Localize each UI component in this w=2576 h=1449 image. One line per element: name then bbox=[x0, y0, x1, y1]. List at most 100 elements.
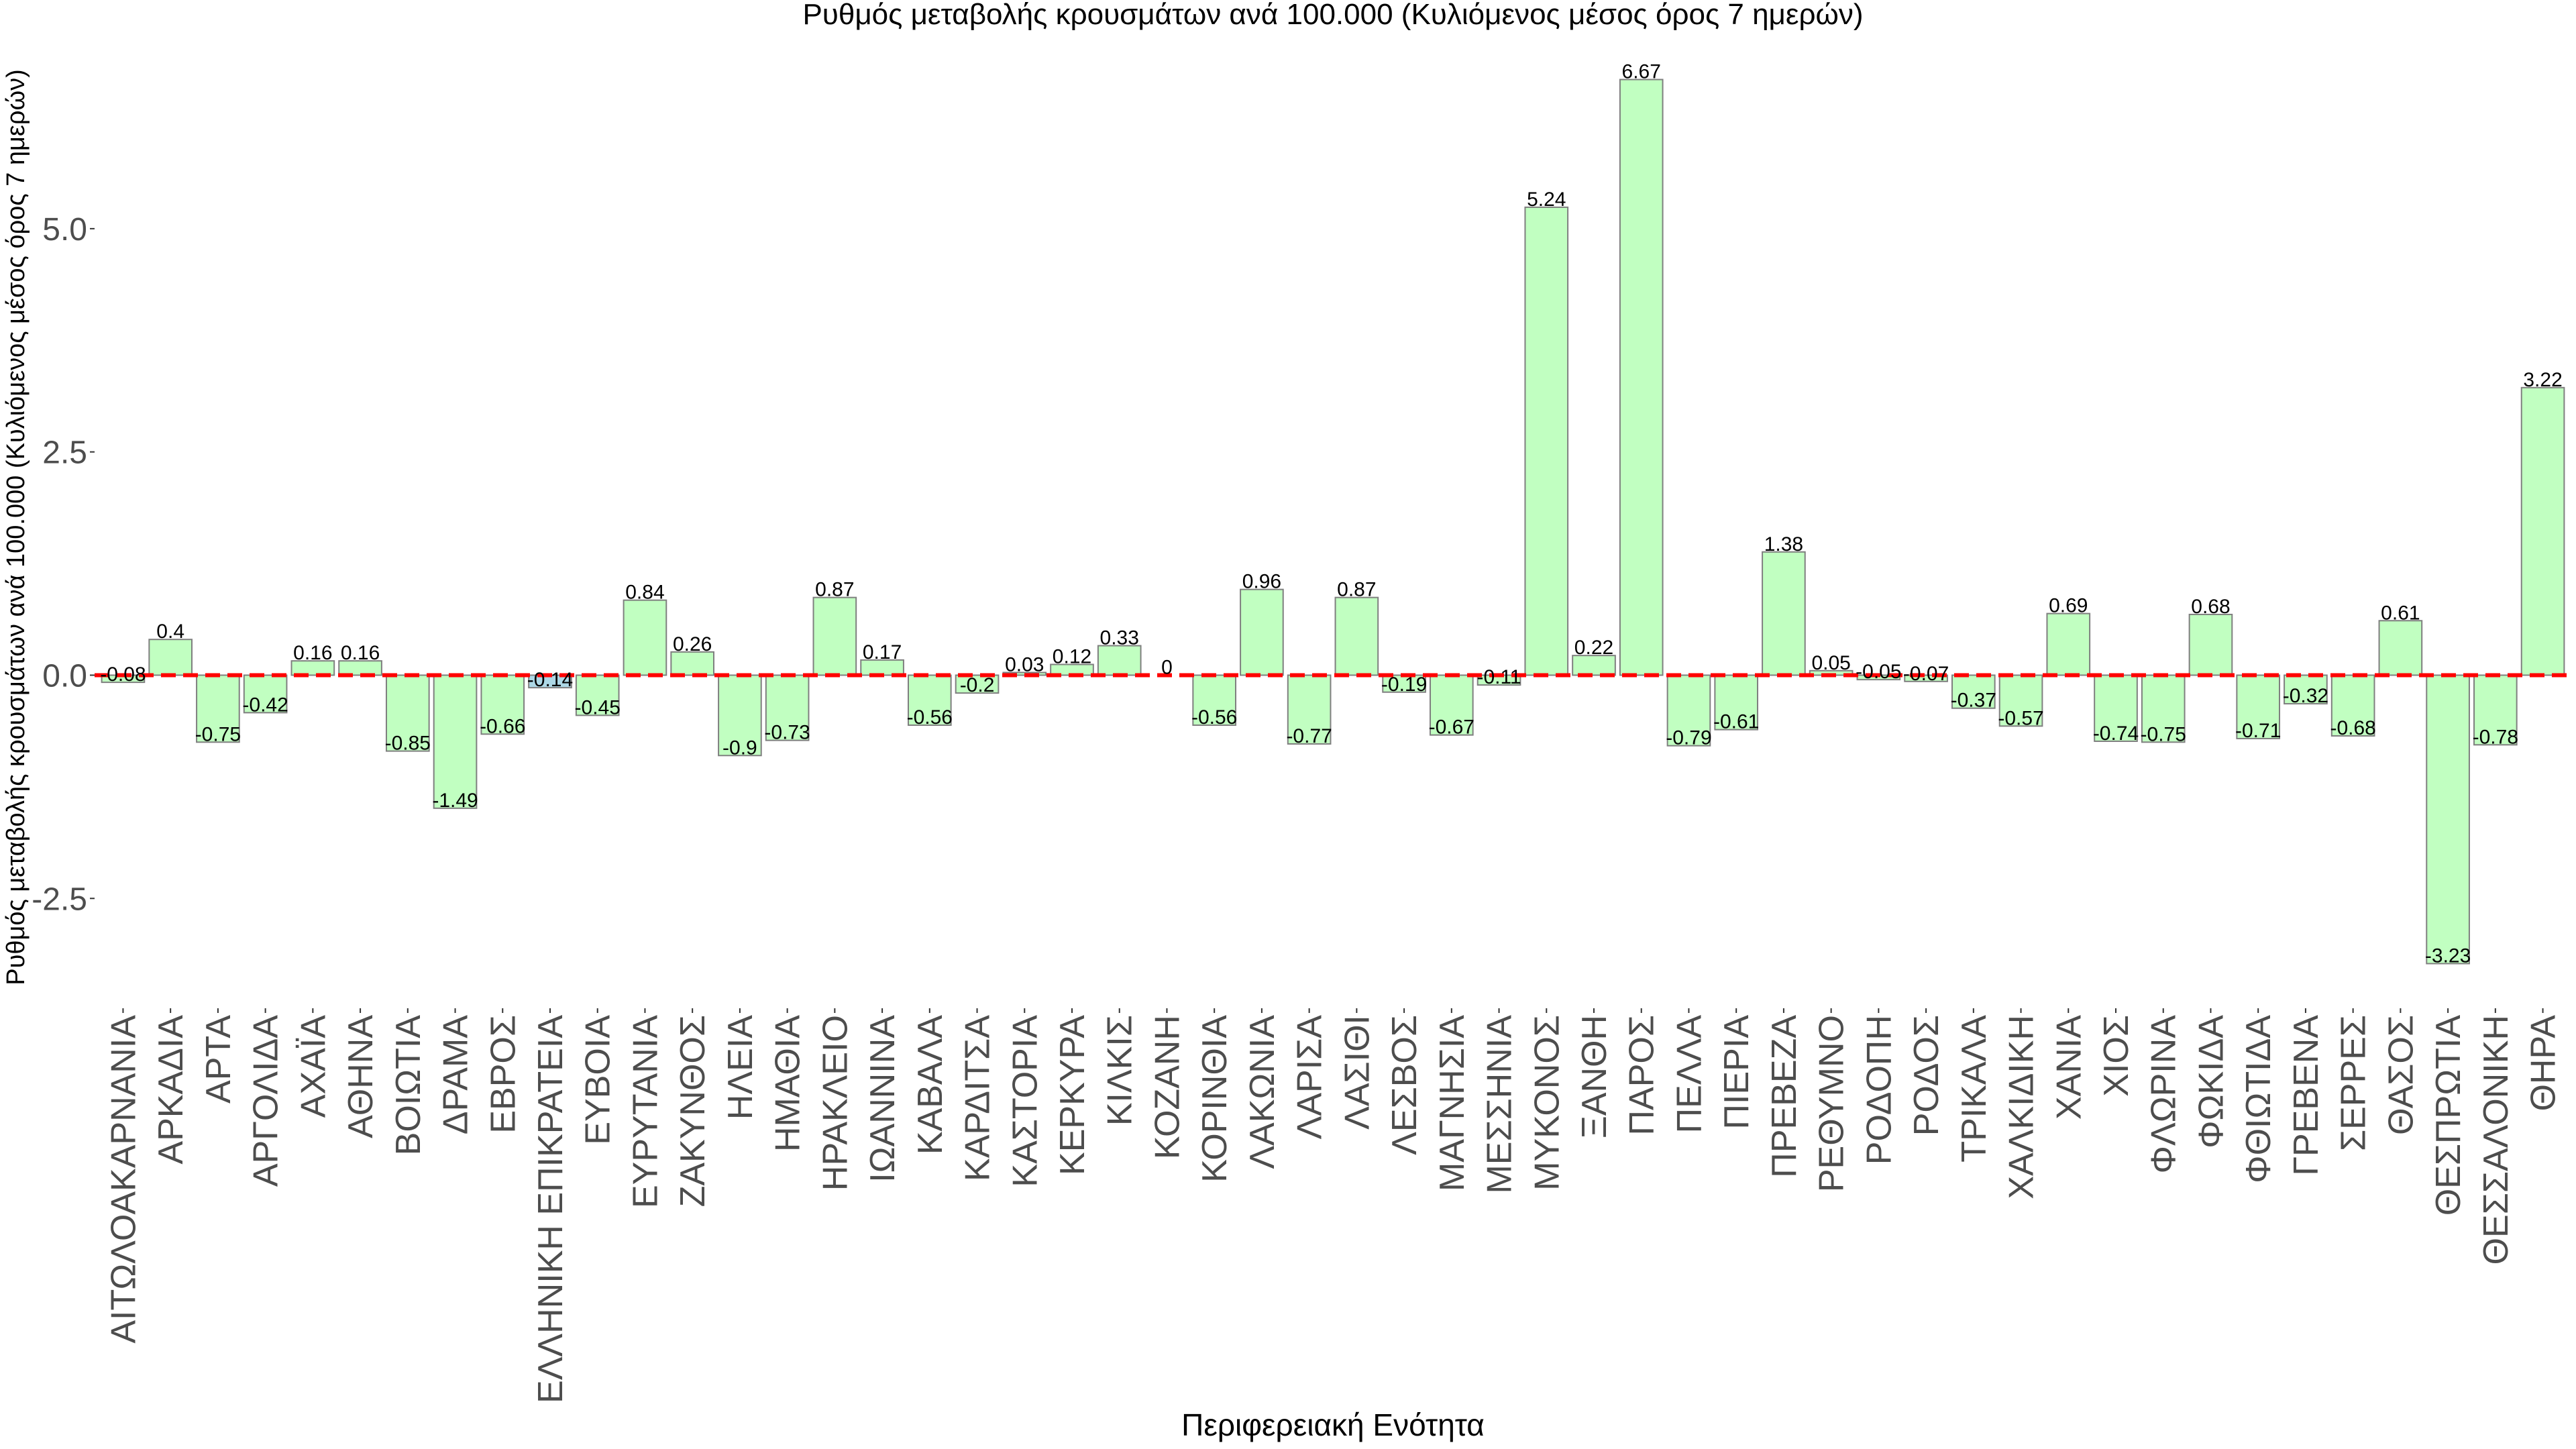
bar bbox=[1762, 551, 1806, 676]
bar bbox=[433, 674, 478, 809]
x-tick-label: ΚΙΛΚΙΣ bbox=[1101, 1015, 1140, 1126]
bar bbox=[1572, 655, 1616, 676]
value-label: -0.14 bbox=[527, 669, 573, 691]
x-tick-label: ΡΟΔΟΣ bbox=[1907, 1015, 1946, 1136]
x-tick-label: ΗΡΑΚΛΕΙΟ bbox=[816, 1015, 855, 1191]
y-axis-title: Ρυθμός μεταβολής κρουσμάτων ανά 100.000 … bbox=[2, 69, 30, 985]
value-label: -0.56 bbox=[907, 706, 953, 729]
value-label: 0.68 bbox=[2191, 596, 2230, 618]
x-tick-label: ΛΕΣΒΟΣ bbox=[1385, 1015, 1424, 1155]
value-label: 1.38 bbox=[1764, 533, 1803, 555]
value-label: -1.49 bbox=[432, 790, 478, 812]
value-label: 0.87 bbox=[1337, 579, 1376, 601]
x-tick-label: ΑΘΗΝΑ bbox=[341, 1015, 380, 1138]
x-tick-label: ΦΩΚΙΔΑ bbox=[2192, 1015, 2231, 1148]
x-tick-label: ΜΑΓΝΗΣΙΑ bbox=[1433, 1015, 1472, 1191]
value-label: 0.84 bbox=[625, 582, 664, 604]
x-tick-label: ΑΙΤΩΛΟΑΚΑΡΝΑΝΙΑ bbox=[104, 1015, 143, 1344]
value-label: 3.22 bbox=[2523, 369, 2562, 391]
x-tick-label: ΕΥΒΟΙΑ bbox=[579, 1015, 618, 1145]
value-label: -0.67 bbox=[1429, 716, 1474, 739]
value-label: 0.05 bbox=[1811, 652, 1850, 674]
x-tick-label: ΚΑΣΤΟΡΙΑ bbox=[1006, 1015, 1044, 1187]
bar bbox=[2520, 386, 2565, 676]
bar bbox=[1334, 596, 1379, 676]
value-label: -0.73 bbox=[764, 722, 810, 744]
x-tick-label: ΡΕΘΥΜΝΟ bbox=[1813, 1015, 1851, 1192]
value-label: -0.61 bbox=[1713, 711, 1759, 733]
value-label: 0.69 bbox=[2049, 595, 2088, 617]
value-label: -0.57 bbox=[1998, 707, 2043, 729]
bar bbox=[812, 596, 857, 676]
value-label: -0.68 bbox=[2330, 717, 2375, 739]
y-tick-label: 5.0 bbox=[42, 212, 87, 248]
x-tick-label: ΜΕΣΣΗΝΙΑ bbox=[1481, 1015, 1519, 1194]
bar bbox=[1097, 645, 1142, 676]
bar bbox=[385, 674, 430, 752]
bar bbox=[575, 674, 620, 716]
x-tick-label: ΕΛΛΗΝΙΚΗ ΕΠΙΚΡΑΤΕΙΑ bbox=[531, 1015, 570, 1403]
value-label: -0.66 bbox=[480, 715, 525, 737]
bar bbox=[2094, 674, 2138, 742]
x-tick-label: ΚΕΡΚΥΡΑ bbox=[1053, 1015, 1092, 1175]
value-label: -0.42 bbox=[242, 694, 288, 716]
x-tick-label: ΠΕΛΛΑ bbox=[1670, 1015, 1709, 1134]
value-label: -0.74 bbox=[2093, 722, 2139, 745]
value-label: -0.45 bbox=[575, 696, 621, 718]
value-label: -0.56 bbox=[1191, 706, 1237, 729]
bar bbox=[2330, 674, 2375, 737]
value-labels: -0.080.4-0.75-0.420.16 0.16-0.85-1.49-0.6… bbox=[100, 61, 2563, 967]
y-tick-label: -2.5 bbox=[32, 881, 87, 917]
x-tick-label: ΒΟΙΩΤΙΑ bbox=[389, 1015, 428, 1156]
x-tick-label: ΑΡΚΑΔΙΑ bbox=[152, 1015, 191, 1165]
bar bbox=[670, 651, 715, 676]
x-axis-title: Περιφερειακή Ενότητα bbox=[1181, 1407, 1485, 1442]
x-tick-label: ΦΘΙΩΤΙΔΑ bbox=[2239, 1015, 2278, 1183]
value-label: -0.05 bbox=[1856, 661, 1901, 683]
x-tick-label: ΑΧΑΪΑ bbox=[294, 1015, 333, 1118]
bar bbox=[2378, 620, 2423, 676]
x-tick-label: ΠΡΕΒΕΖΑ bbox=[1765, 1015, 1804, 1178]
x-tick-label: ΛΑΣΙΘΙ bbox=[1338, 1015, 1377, 1130]
x-tick-label: ΞΑΝΘΗ bbox=[1575, 1015, 1614, 1138]
value-label: -0.78 bbox=[2473, 726, 2518, 748]
x-tick-label: ΧΙΟΣ bbox=[2097, 1015, 2136, 1097]
x-tick-label: ΕΒΡΟΣ bbox=[484, 1015, 523, 1134]
value-label: -0.37 bbox=[1951, 690, 1996, 712]
x-tick-label: ΑΡΓΟΛΙΔΑ bbox=[247, 1015, 286, 1187]
value-label: -0.2 bbox=[960, 674, 995, 696]
x-tick-label: ΡΟΔΟΠΗ bbox=[1860, 1015, 1898, 1165]
x-tick-label: ΕΥΡΥΤΑΝΙΑ bbox=[626, 1015, 665, 1208]
value-label: -0.75 bbox=[2141, 723, 2186, 745]
y-tick-label: 2.5 bbox=[42, 435, 87, 471]
x-tick-label: ΓΡΕΒΕΝΑ bbox=[2287, 1015, 2326, 1176]
bar bbox=[1619, 78, 1664, 676]
bar bbox=[1240, 588, 1284, 676]
value-label: 0.96 bbox=[1242, 571, 1281, 593]
value-label: 0.16 bbox=[341, 642, 380, 664]
value-label: -0.19 bbox=[1381, 674, 1427, 696]
bar bbox=[290, 660, 335, 676]
bar bbox=[955, 674, 1000, 694]
x-tick-label: ΙΩΑΝΝΙΝΑ bbox=[863, 1015, 902, 1183]
bar bbox=[2188, 613, 2233, 676]
value-label: 5.24 bbox=[1527, 189, 1566, 211]
x-tick-label: ΚΟΖΑΝΗ bbox=[1148, 1015, 1187, 1159]
x-tick-label: ΖΑΚΥΝΘΟΣ bbox=[674, 1015, 712, 1207]
x-tick-label: ΘΗΡΑ bbox=[2524, 1015, 2563, 1112]
value-label: -0.07 bbox=[1903, 663, 1949, 685]
value-label: -0.75 bbox=[195, 723, 241, 745]
bar bbox=[2284, 674, 2328, 705]
bar bbox=[2046, 612, 2091, 676]
value-label: -0.9 bbox=[722, 737, 757, 759]
value-label: -3.23 bbox=[2425, 945, 2471, 967]
x-tick-label: ΠΙΕΡΙΑ bbox=[1717, 1015, 1756, 1130]
chart-title: Ρυθμός μεταβολής κρουσμάτων ανά 100.000 … bbox=[802, 0, 1863, 31]
x-tick-label: ΛΑΚΩΝΙΑ bbox=[1243, 1015, 1282, 1169]
value-label: 0.4 bbox=[156, 621, 184, 643]
value-label: -0.11 bbox=[1477, 666, 1521, 688]
bar bbox=[2426, 674, 2470, 965]
value-label: 0.03 bbox=[1005, 653, 1044, 676]
value-label: 6.67 bbox=[1622, 61, 1661, 83]
